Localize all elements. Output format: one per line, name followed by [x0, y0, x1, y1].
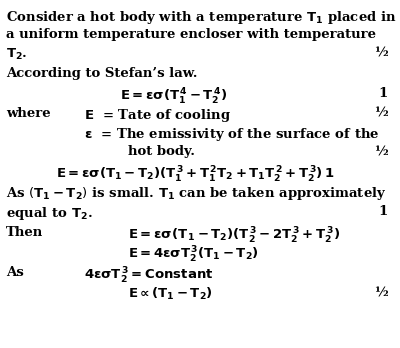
Text: According to Stefan’s law.: According to Stefan’s law. — [6, 67, 198, 80]
Text: hot body.: hot body. — [128, 145, 195, 158]
Text: 1: 1 — [379, 87, 388, 100]
Text: Then: Then — [6, 226, 43, 238]
Text: equal to $\mathbf{T_2}$.: equal to $\mathbf{T_2}$. — [6, 205, 93, 222]
Text: $\mathbf{T_2}$.: $\mathbf{T_2}$. — [6, 47, 28, 62]
Text: As: As — [6, 266, 24, 278]
Text: $\mathbf{E  = \varepsilon\sigma(T_1^{\,4} - T_2^{\,4})}$: $\mathbf{E = \varepsilon\sigma(T_1^{\,4}… — [120, 87, 227, 107]
Text: 1: 1 — [379, 205, 388, 218]
Text: $\mathbf{E = 4\varepsilon\sigma T_2^{\,3}(T_1 - T_2)}$: $\mathbf{E = 4\varepsilon\sigma T_2^{\,3… — [128, 245, 259, 266]
Text: where: where — [6, 107, 51, 120]
Text: Consider a hot body with a temperature $\mathbf{T_1}$ placed in: Consider a hot body with a temperature $… — [6, 9, 396, 26]
Text: ½: ½ — [374, 107, 388, 120]
Text: As $(\mathbf{T_1 - T_2})$ is small. $\mathbf{T_1}$ can be taken approximately: As $(\mathbf{T_1 - T_2})$ is small. $\ma… — [6, 185, 386, 203]
Text: $\mathbf{\varepsilon}$  = The emissivity of the surface of the: $\mathbf{\varepsilon}$ = The emissivity … — [84, 126, 380, 143]
Text: $\mathbf{E \propto (T_1 - T_2)}$: $\mathbf{E \propto (T_1 - T_2)}$ — [128, 286, 213, 302]
Text: $\mathbf{4\varepsilon\sigma T_2^{\,3} = Constant}$: $\mathbf{4\varepsilon\sigma T_2^{\,3} = … — [84, 266, 214, 286]
Text: $\mathbf{E  = \varepsilon\sigma(T_1 - T_2) (T_1^{\,3} + T_1^{\,2}T_2 + T_1T_2^{\: $\mathbf{E = \varepsilon\sigma(T_1 - T_2… — [56, 165, 334, 185]
Text: a uniform temperature encloser with temperature: a uniform temperature encloser with temp… — [6, 28, 376, 41]
Text: ½: ½ — [374, 145, 388, 158]
Text: $\mathbf{E}$  = Tate of cooling: $\mathbf{E}$ = Tate of cooling — [84, 107, 231, 124]
Text: $\mathbf{E = \varepsilon\sigma(T_{\,1} - T_2)(T_2^{\,3} - 2T_2^{\,3} + T_2^{\,3}: $\mathbf{E = \varepsilon\sigma(T_{\,1} -… — [128, 226, 340, 246]
Text: ½: ½ — [374, 47, 388, 60]
Text: ½: ½ — [374, 286, 388, 299]
